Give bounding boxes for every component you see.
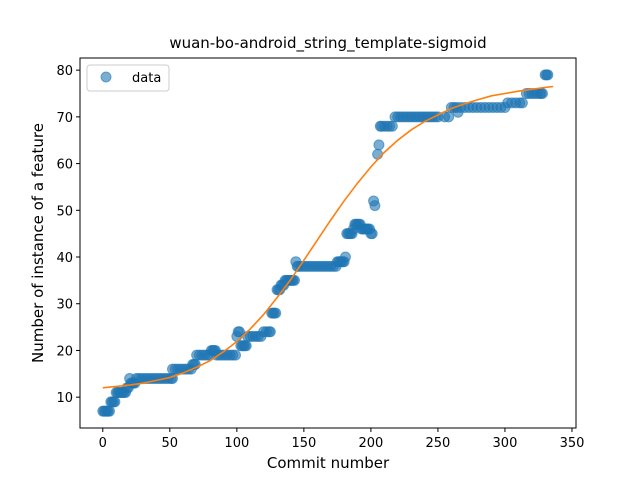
data-point [542,69,554,81]
data-point [270,307,282,319]
data-point [264,326,276,338]
y-tick-label: 40 [56,251,73,266]
x-tick-label: 200 [358,436,383,451]
y-axis-label: Number of instance of a feature [29,123,47,363]
data-point [443,111,455,123]
x-tick-label: 350 [560,436,585,451]
data-point [386,120,398,132]
data-point [230,349,241,361]
y-tick-label: 60 [56,158,73,173]
x-axis: 0 50 100 150 200 250 300 350 [99,428,585,451]
y-tick-label: 10 [56,391,73,406]
data-point [109,396,121,408]
y-axis: 10 20 30 40 50 60 70 80 [56,64,80,406]
data-point [339,251,351,263]
x-tick-label: 50 [162,436,179,451]
data-point [366,228,378,240]
x-tick-label: 0 [99,436,107,451]
y-tick-label: 30 [56,298,73,313]
data-point [373,139,385,151]
y-tick-label: 80 [56,64,73,79]
data-point [536,88,548,100]
legend: data [86,64,170,92]
data-point [103,405,115,417]
x-tick-label: 250 [426,436,451,451]
y-tick-label: 20 [56,344,73,359]
legend-marker-data [100,71,112,83]
legend-label-data: data [132,71,161,86]
axes-frame [79,57,577,429]
x-tick-label: 150 [291,436,316,451]
plot-area [97,69,554,417]
data-point [240,340,252,352]
chart-title: wuan-bo-android_string_template-sigmoid [169,34,486,53]
x-axis-label: Commit number [267,454,390,472]
legend-box [86,64,170,92]
y-tick-label: 50 [56,204,73,219]
x-tick-label: 300 [493,436,518,451]
data-point [516,97,528,109]
y-tick-label: 70 [56,111,73,126]
data-point [369,200,381,212]
data-point [372,148,384,160]
sigmoid-fit-line [102,85,554,389]
data-point [234,326,246,338]
x-tick-label: 100 [224,436,249,451]
